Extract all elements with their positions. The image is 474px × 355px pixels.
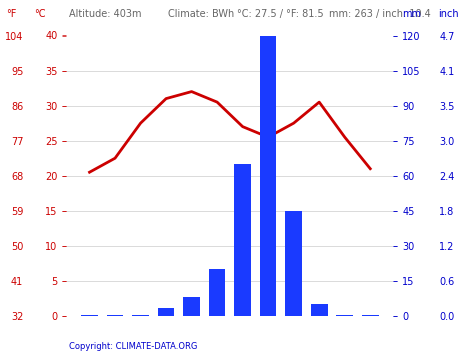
Text: °C: °C [34,9,46,19]
Text: °F: °F [6,9,16,19]
Text: mm: mm [402,9,421,19]
Text: Climate: BWh: Climate: BWh [168,9,235,19]
Bar [311,304,328,316]
Bar [183,297,200,316]
Bar [81,315,98,316]
Bar [107,315,123,316]
Text: mm: 263 / inch: 10.4: mm: 263 / inch: 10.4 [329,9,431,19]
Bar [362,315,379,316]
Text: inch: inch [438,9,459,19]
Bar [337,315,353,316]
Text: Copyright: CLIMATE-DATA.ORG: Copyright: CLIMATE-DATA.ORG [69,343,197,351]
Bar [285,211,302,316]
Bar [132,315,149,316]
Bar [209,269,226,316]
Text: Altitude: 403m: Altitude: 403m [69,9,141,19]
Bar [234,164,251,316]
Bar [260,36,276,316]
Bar [158,308,174,316]
Text: °C: 27.5 / °F: 81.5: °C: 27.5 / °F: 81.5 [237,9,324,19]
